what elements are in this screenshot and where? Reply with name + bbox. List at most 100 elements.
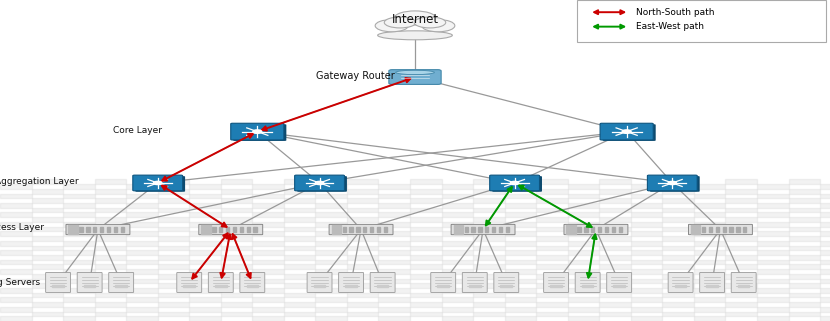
Bar [631, 279, 662, 283]
Bar [63, 194, 95, 198]
Bar [347, 255, 378, 260]
Bar [158, 189, 189, 194]
Bar [63, 241, 95, 246]
Bar [442, 241, 473, 246]
Bar [63, 298, 95, 302]
Ellipse shape [422, 20, 455, 32]
Bar [442, 222, 473, 227]
Bar [95, 283, 126, 288]
Bar [32, 227, 63, 231]
Bar [0, 269, 32, 274]
Bar [284, 189, 315, 194]
Bar [63, 288, 95, 293]
Bar [662, 227, 694, 231]
Bar [370, 227, 374, 232]
Bar [252, 203, 284, 208]
Bar [499, 227, 502, 232]
Bar [442, 184, 473, 189]
Bar [599, 255, 631, 260]
Bar [95, 208, 126, 213]
Bar [599, 217, 631, 222]
Bar [578, 227, 581, 232]
Bar [252, 279, 284, 283]
Bar [631, 260, 662, 265]
Bar [378, 250, 410, 255]
Bar [95, 179, 126, 184]
Bar [410, 312, 442, 316]
Bar [722, 227, 725, 232]
Bar [757, 203, 788, 208]
Bar [68, 225, 78, 234]
Bar [158, 208, 189, 213]
Bar [536, 179, 568, 184]
Bar [757, 213, 788, 217]
Bar [252, 213, 284, 217]
Bar [725, 198, 757, 203]
FancyBboxPatch shape [231, 123, 284, 140]
Bar [189, 288, 221, 293]
Bar [284, 265, 315, 269]
Bar [694, 194, 725, 198]
Bar [63, 184, 95, 189]
Bar [95, 246, 126, 250]
Bar [568, 260, 599, 265]
Bar [63, 231, 95, 236]
Bar [757, 241, 788, 246]
Bar [284, 227, 315, 231]
Bar [536, 265, 568, 269]
Bar [343, 227, 346, 232]
Bar [536, 236, 568, 241]
Bar [725, 312, 757, 316]
Bar [221, 208, 252, 213]
Bar [347, 265, 378, 269]
Bar [473, 208, 505, 213]
Bar [284, 283, 315, 288]
Bar [568, 316, 599, 321]
Bar [662, 246, 694, 250]
Bar [725, 179, 757, 184]
Bar [618, 227, 622, 232]
FancyBboxPatch shape [77, 273, 102, 292]
Bar [189, 194, 221, 198]
Bar [442, 288, 473, 293]
Bar [221, 227, 252, 231]
Bar [410, 217, 442, 222]
Bar [536, 198, 568, 203]
Bar [505, 298, 536, 302]
Bar [757, 250, 788, 255]
Bar [63, 269, 95, 274]
Bar [315, 222, 347, 227]
Bar [32, 274, 63, 279]
Bar [347, 246, 378, 250]
Bar [93, 227, 96, 232]
Bar [126, 184, 158, 189]
Bar [788, 246, 820, 250]
Bar [820, 307, 830, 312]
Bar [694, 250, 725, 255]
Bar [221, 246, 252, 250]
Text: Computing Servers: Computing Servers [0, 278, 40, 287]
Bar [63, 203, 95, 208]
Bar [725, 302, 757, 307]
Bar [505, 316, 536, 321]
Bar [591, 227, 594, 232]
Bar [473, 312, 505, 316]
Bar [126, 316, 158, 321]
Bar [694, 203, 725, 208]
Bar [63, 307, 95, 312]
Bar [505, 241, 536, 246]
Bar [757, 231, 788, 236]
Bar [631, 231, 662, 236]
Bar [757, 260, 788, 265]
Bar [757, 184, 788, 189]
Bar [95, 312, 126, 316]
FancyBboxPatch shape [66, 224, 129, 235]
FancyBboxPatch shape [307, 273, 332, 292]
Bar [568, 288, 599, 293]
Bar [221, 217, 252, 222]
Bar [694, 184, 725, 189]
Bar [410, 208, 442, 213]
Bar [158, 265, 189, 269]
Bar [349, 227, 353, 232]
Bar [465, 227, 468, 232]
